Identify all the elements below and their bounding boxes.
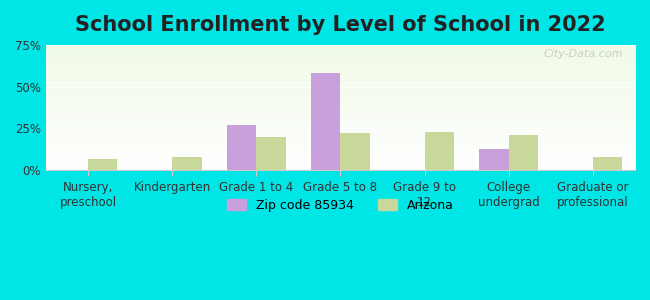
Bar: [311, 73, 341, 170]
Bar: [256, 137, 286, 170]
Bar: [593, 157, 623, 170]
Legend: Zip code 85934, Arizona: Zip code 85934, Arizona: [222, 194, 459, 217]
Text: City-Data.com: City-Data.com: [543, 49, 623, 58]
Bar: [424, 132, 454, 170]
Title: School Enrollment by Level of School in 2022: School Enrollment by Level of School in …: [75, 15, 606, 35]
Bar: [479, 148, 509, 170]
Bar: [509, 135, 538, 170]
Bar: [341, 134, 370, 170]
Bar: [88, 158, 118, 170]
Bar: [227, 125, 256, 170]
Bar: [172, 157, 202, 170]
